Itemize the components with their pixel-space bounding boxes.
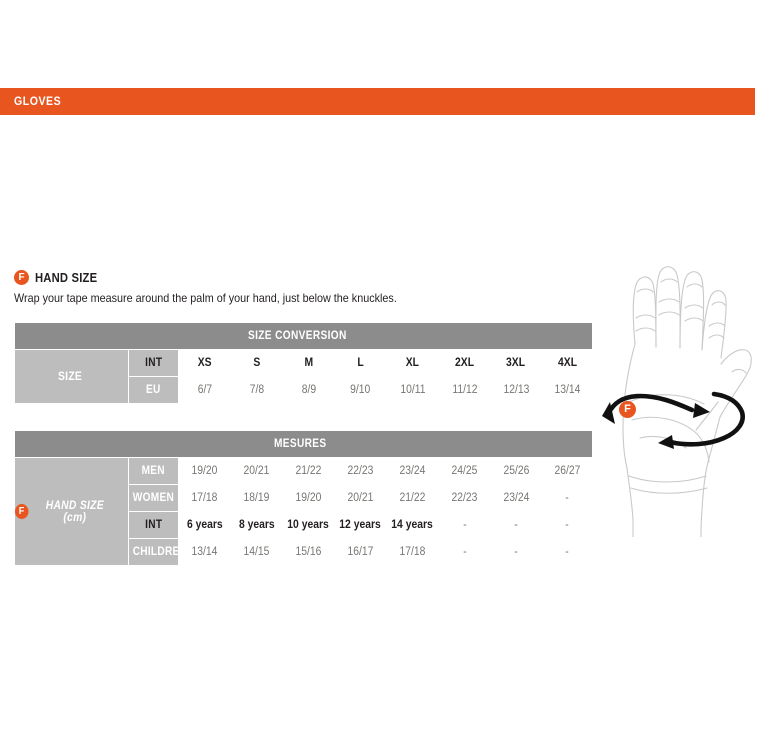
- table-cell: 23/24: [386, 457, 439, 485]
- table-row: INT 6 years 8 years 10 years 12 years 14…: [15, 511, 594, 539]
- column-header-4xl: 4XL: [540, 349, 594, 377]
- table-cell: -: [438, 511, 491, 539]
- table-cell: 12 years: [334, 511, 387, 539]
- table-band-row: SIZE CONVERSION: [13, 322, 594, 350]
- table-cell: 8 years: [230, 511, 283, 539]
- table-cell: 9/10: [334, 376, 387, 404]
- column-header-2xl: 2XL: [438, 349, 491, 377]
- table-spacer: [13, 403, 594, 431]
- size-chart-table: SIZE CONVERSION SIZE INT XS S M L XL 2XL…: [13, 322, 594, 566]
- row-label-children: CHILDREN: [128, 538, 187, 566]
- category-banner: GLOVES: [0, 88, 755, 115]
- table-cell: 19/20: [178, 457, 231, 485]
- row-label-int-children: INT: [128, 511, 179, 539]
- arrow-head-far-left: [602, 402, 615, 424]
- table-cell: 21/22: [386, 484, 439, 512]
- column-header-3xl: 3XL: [490, 349, 542, 377]
- table-cell: -: [490, 538, 542, 566]
- table-cell: -: [490, 511, 542, 539]
- table-cell: 16/17: [334, 538, 387, 566]
- table-cell: 25/26: [490, 457, 542, 485]
- table-cell: 18/19: [230, 484, 283, 512]
- category-banner-title: GLOVES: [14, 94, 62, 108]
- table-cell: 10/11: [386, 376, 439, 404]
- rowgroup-size: SIZE: [14, 349, 129, 404]
- table-cell: 8/9: [282, 376, 335, 404]
- table-cell: 14/15: [230, 538, 283, 566]
- column-header-s: S: [230, 349, 283, 377]
- table-cell: 24/25: [438, 457, 491, 485]
- table-row: CHILDREN 13/14 14/15 15/16 16/17 17/18 -…: [15, 538, 594, 566]
- table-cell: 6/7: [178, 376, 231, 404]
- table-row: SIZE INT XS S M L XL 2XL 3XL 4XL: [14, 349, 594, 404]
- table-row: F HAND SIZE (cm) MEN 19/20 20/21 21/22 2…: [14, 457, 594, 566]
- table-cell: -: [438, 538, 491, 566]
- hand-line-art-icon: [602, 266, 752, 538]
- section-subtitle: Wrap your tape measure around the palm o…: [14, 291, 397, 305]
- table-cell: 11/12: [438, 376, 491, 404]
- size-chart: SIZE CONVERSION SIZE INT XS S M L XL 2XL…: [13, 322, 594, 566]
- table-cell: 20/21: [334, 484, 387, 512]
- column-header-xl: XL: [386, 349, 439, 377]
- table-cell: 6 years: [178, 511, 231, 539]
- row-label-eu: EU: [128, 376, 179, 404]
- table-cell: 14 years: [386, 511, 439, 539]
- arrow-head-right: [693, 403, 710, 418]
- row-label-men: MEN: [128, 457, 179, 485]
- table-spacer-row: [13, 403, 594, 431]
- arrow-head-left: [658, 435, 674, 449]
- column-header-m: M: [282, 349, 335, 377]
- table-row: EU 6/7 7/8 8/9 9/10 10/11 11/12 12/13 13…: [15, 376, 594, 404]
- row-label-women: WOMEN: [128, 484, 179, 512]
- band-size-conversion: SIZE CONVERSION: [13, 322, 594, 350]
- hand-size-row-badge-icon: F: [15, 504, 29, 519]
- table-cell: 26/27: [540, 457, 594, 485]
- table-cell: 22/23: [334, 457, 387, 485]
- table-cell: 19/20: [282, 484, 335, 512]
- table-cell: -: [540, 511, 594, 539]
- row-label-int: INT: [128, 349, 179, 377]
- table-cell: 7/8: [230, 376, 283, 404]
- table-cell: 23/24: [490, 484, 542, 512]
- table-cell: 12/13: [490, 376, 542, 404]
- table-cell: 21/22: [282, 457, 335, 485]
- table-cell: 17/18: [178, 484, 231, 512]
- hand-size-badge-icon: F: [14, 270, 29, 285]
- band-mesures: MESURES: [13, 430, 594, 458]
- column-header-xs: XS: [178, 349, 231, 377]
- table-cell: 22/23: [438, 484, 491, 512]
- table-cell: 15/16: [282, 538, 335, 566]
- column-header-l: L: [334, 349, 387, 377]
- section-title: HAND SIZE: [35, 270, 98, 285]
- table-row: WOMEN 17/18 18/19 19/20 20/21 21/22 22/2…: [15, 484, 594, 512]
- hand-measurement-illustration: F: [596, 252, 764, 538]
- rowgroup-hand-size: F HAND SIZE (cm): [14, 457, 129, 566]
- hand-figure-badge-icon: F: [619, 401, 636, 418]
- section-heading: F HAND SIZE: [14, 270, 104, 285]
- table-cell: -: [540, 538, 594, 566]
- rowgroup-hand-size-label: HAND SIZE (cm): [45, 499, 104, 524]
- table-cell: 20/21: [230, 457, 283, 485]
- table-cell: 13/14: [178, 538, 231, 566]
- table-band-row: MESURES: [13, 430, 594, 458]
- table-cell: 10 years: [282, 511, 335, 539]
- table-cell: 13/14: [540, 376, 594, 404]
- table-cell: -: [540, 484, 594, 512]
- table-cell: 17/18: [386, 538, 439, 566]
